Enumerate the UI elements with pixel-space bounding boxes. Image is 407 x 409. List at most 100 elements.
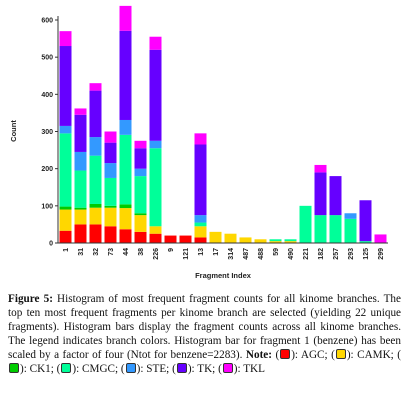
bar-segment-camk <box>209 231 222 243</box>
legend-list: (): AGC; (): CAMK; (): CK1; (): CMGC; ()… <box>8 349 401 375</box>
bar-segment-ck1 <box>89 203 102 208</box>
bar-segment-camk <box>104 207 117 227</box>
bar-segment-ste <box>344 213 357 219</box>
bar-segment-tkl <box>74 108 87 115</box>
x-tick-label: 314 <box>228 248 235 260</box>
legend-label: ): TKL <box>233 363 265 376</box>
x-tick-label: 17 <box>213 248 220 256</box>
y-tick-label: 200 <box>41 166 53 173</box>
x-axis: 1 31 32 73 44 38 226 9 121 13 17 314 487 488 59 490 221 1… <box>58 242 388 260</box>
x-tick-label: 257 <box>333 248 340 260</box>
legend-entry-camk: (): CAMK; <box>331 349 398 362</box>
bar-segment-camk <box>59 209 72 231</box>
bar-segment-cmgc <box>359 241 372 243</box>
bar-segment-camk <box>194 226 207 238</box>
x-tick-label: 13 <box>198 248 205 256</box>
bar-segment-tk <box>149 49 162 141</box>
y-tick-label: 600 <box>41 18 53 25</box>
bar-segment-tk <box>134 148 147 169</box>
legend-label: ): CMGC; <box>72 363 121 376</box>
x-tick-label: 487 <box>243 248 250 260</box>
bar-segment-camk <box>284 241 297 243</box>
bar-segment-tk <box>329 176 342 216</box>
bar-segment-tk <box>314 172 327 216</box>
bar-segment-ste <box>134 168 147 177</box>
x-tick-label: 121 <box>183 248 190 260</box>
x-tick-label: 293 <box>348 248 355 260</box>
y-axis: 0 100 200 300 400 500 600 <box>41 16 59 248</box>
bar-segment-tk <box>74 114 87 152</box>
y-tick-label: 500 <box>41 55 53 62</box>
x-tick-label: 226 <box>153 248 160 260</box>
bar-segment-cmgc <box>149 148 162 227</box>
x-tick-label: 31 <box>78 248 85 256</box>
legend-swatch-tkl <box>222 363 233 374</box>
bar-segment-agc <box>179 235 192 243</box>
x-tick-label: 38 <box>138 248 145 256</box>
bar-segment-agc <box>149 233 162 243</box>
bar-segment-agc <box>74 224 87 243</box>
bar-segment-tk <box>194 144 207 216</box>
legend-entry-cmgc: (): CMGC; <box>56 363 121 376</box>
bar-segment-camk <box>89 207 102 225</box>
bar-segment-tkl <box>134 140 147 149</box>
bar-segment-agc <box>104 226 117 243</box>
bar-segment-cmgc <box>74 170 87 208</box>
legend-label: ): CAMK; <box>346 349 398 362</box>
legend-swatch-tk <box>176 363 187 374</box>
x-tick-label: 73 <box>108 248 115 256</box>
legend-entry-tk: (): TK; <box>172 363 219 376</box>
legend-entry-ste: (): STE; <box>120 363 173 376</box>
bar-segment-tkl <box>149 36 162 50</box>
legend-label: ): AGC; <box>291 349 332 362</box>
figure-caption: Figure 5: Histogram of most frequent fra… <box>8 292 401 377</box>
legend-label: ): TK; <box>187 363 219 376</box>
bar-segment-ste <box>74 151 87 171</box>
x-tick-label: 1 <box>63 248 70 252</box>
note-label: Note: <box>245 349 272 362</box>
x-tick-label: 44 <box>123 248 130 256</box>
legend-swatch-ste <box>125 363 136 374</box>
bar-segment-tk <box>119 30 132 120</box>
bar-segment-camk <box>254 239 267 243</box>
legend-label: ): CK1; <box>20 363 57 376</box>
bar-segment-ste <box>194 215 207 223</box>
x-tick-label: 125 <box>363 248 370 260</box>
bar-segment-ck1 <box>74 207 87 210</box>
bar-segment-tk <box>359 200 372 242</box>
bar-segment-cmgc <box>314 215 327 243</box>
caption-text: Histogram of most frequent fragment coun… <box>8 293 401 362</box>
y-tick-label: 100 <box>41 203 53 210</box>
bar-segment-ck1 <box>134 213 147 216</box>
bar-segment-cmgc <box>194 222 207 227</box>
bar-segment-tk <box>59 46 72 126</box>
bar-segment-agc <box>59 230 72 243</box>
bar-segment-tkl <box>104 131 117 143</box>
bar-segment-ste <box>59 125 72 134</box>
bar-segment-agc <box>134 231 147 243</box>
x-axis-title: Fragment Index <box>195 271 252 280</box>
legend-label: ): STE; <box>136 363 173 376</box>
bar-segment-tkl <box>59 31 72 47</box>
bar-segment-agc <box>119 229 132 243</box>
bar-segment-cmgc <box>89 155 102 204</box>
bar-segment-tkl <box>194 133 207 145</box>
y-tick-label: 400 <box>41 92 53 99</box>
bar-segment-cmgc <box>329 215 342 243</box>
bar-segment-cmgc <box>344 218 357 243</box>
figure-label: Figure 5: <box>8 293 53 305</box>
bar-segment-ste <box>104 163 117 178</box>
bar-segment-tkl <box>89 83 102 91</box>
x-tick-label: 182 <box>318 248 325 260</box>
bar-segment-ck1 <box>59 206 72 210</box>
x-tick-label: 32 <box>93 248 100 256</box>
x-tick-label: 299 <box>378 248 385 260</box>
bar-segment-ste <box>119 119 132 135</box>
bar-segment-cmgc <box>299 205 312 243</box>
bar-segment-cmgc <box>284 239 297 242</box>
y-tick-label: 300 <box>41 129 53 136</box>
bar-segment-tk <box>104 142 117 164</box>
x-tick-label: 221 <box>303 248 310 260</box>
y-axis-title: Count <box>9 120 18 142</box>
